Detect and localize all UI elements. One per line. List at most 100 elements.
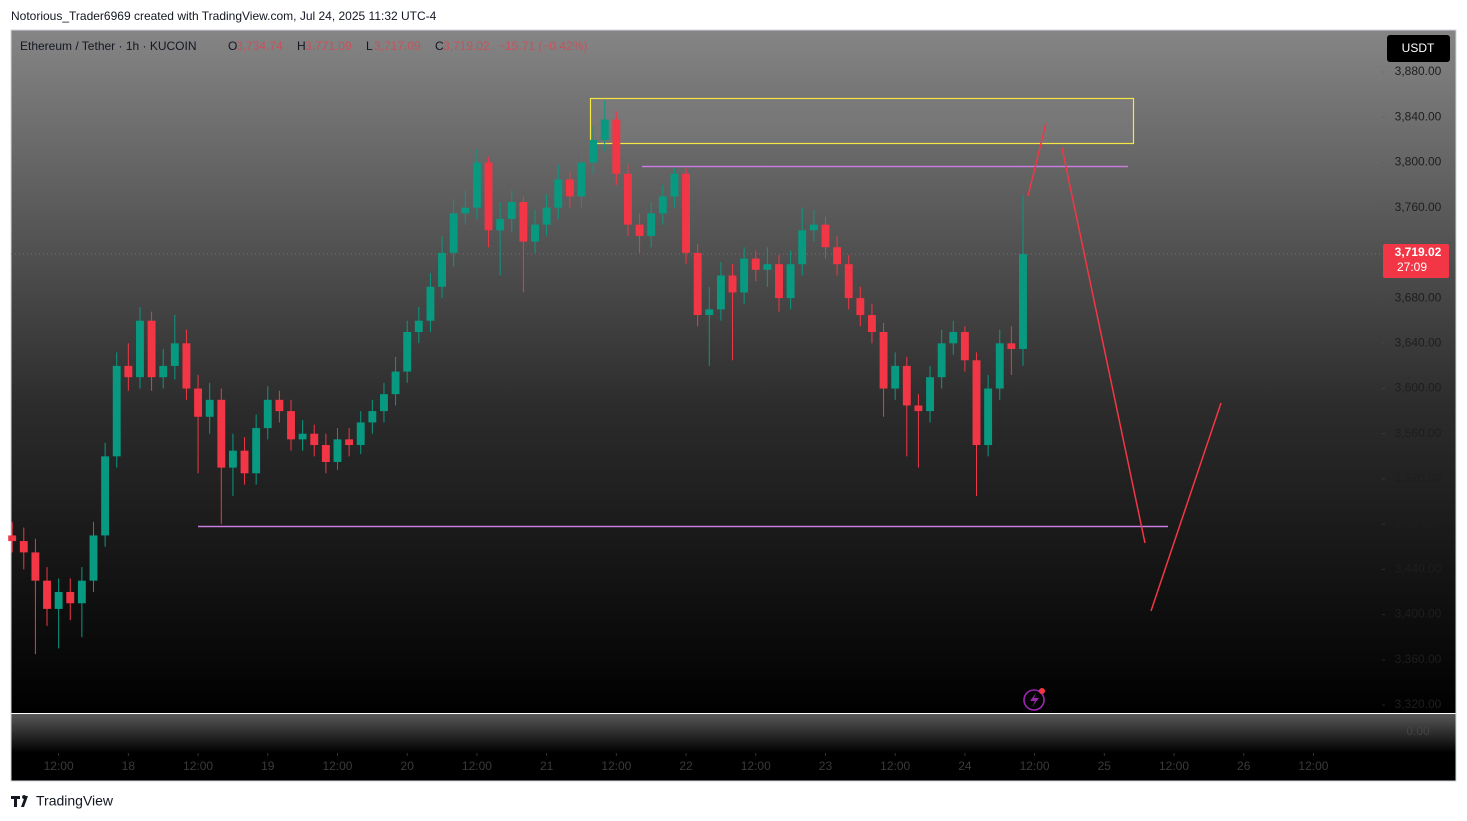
- alert-icon[interactable]: [1023, 689, 1045, 711]
- alert-dot: [1039, 688, 1045, 694]
- candle-body: [43, 580, 51, 609]
- x-tick-label: 21: [540, 759, 554, 773]
- candle-body: [54, 591, 63, 609]
- candle-body: [403, 331, 412, 372]
- legend: Ethereum / Tether · 1h · KUCOIN O3,734.7…: [20, 39, 587, 53]
- candle-body: [542, 207, 551, 225]
- candle-body: [321, 445, 330, 462]
- chart-frame: [10, 29, 1457, 782]
- candle-body: [194, 388, 203, 417]
- candle-body: [426, 286, 435, 321]
- candle-body: [368, 411, 377, 423]
- ohlc-value: 3,717.09: [374, 39, 421, 53]
- candle-body: [31, 552, 40, 581]
- footer-logo: [11, 795, 28, 807]
- x-tick-label: 12:00: [1159, 759, 1189, 773]
- ohlc-key: L: [366, 39, 373, 53]
- y-tick-label: 3,360.00: [1395, 652, 1442, 666]
- candle-body: [926, 377, 934, 412]
- candle-body: [821, 224, 830, 248]
- candle-body: [8, 535, 17, 542]
- candle-body: [682, 173, 690, 253]
- candle-body: [345, 439, 354, 446]
- candle-body: [647, 213, 656, 236]
- y-tick-label: 3,520.00: [1395, 471, 1442, 485]
- candle-body: [136, 320, 144, 378]
- candle-body: [623, 173, 632, 225]
- candle-body: [519, 202, 528, 242]
- x-tick-label: 12:00: [462, 759, 492, 773]
- candle-body: [147, 320, 156, 378]
- candle-body: [66, 591, 75, 604]
- candle-body: [728, 275, 737, 293]
- y-tick-label: 3,840.00: [1395, 109, 1442, 123]
- candle-body: [1007, 343, 1016, 349]
- y-tick-label: 3,480.00: [1395, 516, 1442, 530]
- candle-body: [461, 207, 470, 214]
- x-tick-label: 26: [1237, 759, 1251, 773]
- candle-body: [228, 450, 237, 468]
- projection-line: [1027, 122, 1047, 197]
- x-tick-label: 23: [819, 759, 833, 773]
- y-tick-label: 3,400.00: [1395, 607, 1442, 621]
- countdown: 27:09: [1397, 260, 1427, 274]
- candle-body: [740, 258, 749, 293]
- ohlc-key: C: [435, 39, 444, 53]
- candle-body: [484, 162, 493, 231]
- y-tick-label: 3,440.00: [1395, 562, 1442, 576]
- x-tick-label: 18: [122, 759, 136, 773]
- candle-body: [205, 399, 214, 417]
- candle-body: [507, 202, 516, 219]
- candle-body: [972, 360, 981, 446]
- y-tick-label: 3,760.00: [1395, 200, 1442, 214]
- candle-body: [217, 399, 226, 468]
- y-tick-label: 3,320.00: [1395, 697, 1442, 711]
- candle-body: [170, 343, 179, 366]
- candle-body: [1019, 253, 1027, 349]
- axes: 3,880.003,840.003,800.003,760.003,720.00…: [44, 64, 1442, 773]
- candle-body: [600, 119, 609, 140]
- candle-body: [438, 252, 447, 287]
- candle-body: [856, 298, 865, 316]
- candle-body: [809, 224, 818, 231]
- candle-body: [763, 264, 772, 270]
- candles: [8, 100, 1027, 655]
- candle-body: [263, 399, 272, 429]
- x-tick-label: 24: [958, 759, 972, 773]
- candle-body: [356, 422, 365, 446]
- candle-body: [984, 388, 993, 446]
- x-tick-label: 20: [401, 759, 415, 773]
- y-tick-label: 3,600.00: [1395, 381, 1442, 395]
- projection-line: [1061, 147, 1146, 544]
- candle-body: [380, 394, 388, 412]
- candle-body: [414, 320, 423, 332]
- candle-body: [891, 365, 900, 389]
- candle-body: [565, 179, 574, 197]
- logo-mark: [11, 795, 28, 807]
- candle-body: [902, 365, 911, 406]
- candle-body: [786, 264, 795, 299]
- candle-body: [89, 535, 98, 581]
- candle-body: [577, 162, 586, 197]
- candle-body: [449, 213, 458, 253]
- last-price-box: [1383, 243, 1449, 278]
- symbol: Ethereum / Tether · 1h · KUCOIN: [20, 39, 197, 53]
- credit: Notorious_Trader6969 created with Tradin…: [11, 9, 437, 23]
- x-tick-label: 19: [261, 759, 275, 773]
- candle-body: [949, 331, 958, 344]
- candle-body: [391, 371, 400, 395]
- currency-button[interactable]: [1387, 35, 1450, 62]
- x-tick-label: 12:00: [322, 759, 352, 773]
- candle-body: [960, 331, 969, 361]
- projection-line: [1150, 402, 1222, 612]
- candle-body: [182, 343, 191, 389]
- candle-body: [635, 224, 644, 236]
- supply-zone: [589, 97, 1135, 145]
- candle-body: [101, 456, 110, 536]
- candle-body: [496, 218, 505, 231]
- x-tick-label: 12:00: [183, 759, 213, 773]
- candle-body: [612, 119, 621, 174]
- alert-bolt: [1030, 693, 1039, 707]
